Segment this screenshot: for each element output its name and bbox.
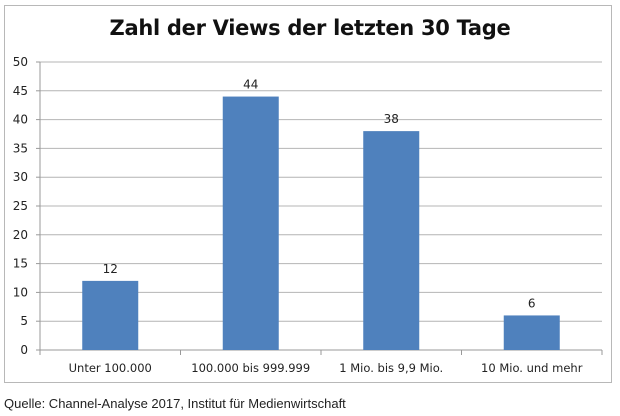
y-tick-label: 5 (20, 314, 28, 328)
bar-value-label: 6 (528, 296, 536, 310)
y-axis: 0 5 10 15 20 25 30 35 40 45 50 (13, 55, 41, 357)
bar (222, 96, 279, 350)
x-axis: Unter 100.000 100.000 bis 999.999 1 Mio. b… (39, 349, 603, 375)
bar-value-label: 38 (384, 112, 399, 126)
y-tick-label: 10 (13, 285, 28, 299)
bar-value-label: 44 (243, 78, 258, 92)
y-tick-label: 35 (13, 141, 28, 155)
gridlines (40, 61, 602, 322)
bar (82, 280, 139, 350)
bar (503, 315, 560, 350)
x-category-label: 1 Mio. bis 9,9 Mio. (339, 361, 443, 375)
x-category-label: Unter 100.000 (69, 361, 152, 375)
source-caption: Quelle: Channel-Analyse 2017, Institut f… (4, 396, 346, 411)
y-tick-label: 50 (13, 55, 28, 69)
y-tick-label: 0 (20, 343, 28, 357)
bar (363, 131, 420, 350)
x-category-label: 100.000 bis 999.999 (191, 361, 310, 375)
y-tick-label: 15 (13, 257, 28, 271)
y-tick-label: 40 (13, 113, 28, 127)
chart-title: Zahl der Views der letzten 30 Tage (109, 16, 511, 40)
bar-value-label: 12 (103, 262, 118, 276)
y-tick-label: 30 (13, 170, 28, 184)
y-tick-label: 45 (13, 84, 28, 98)
y-tick-label: 25 (13, 199, 28, 213)
bars: 12 44 38 6 (82, 78, 560, 350)
y-tick-label: 20 (13, 228, 28, 242)
x-category-label: 10 Mio. und mehr (481, 361, 583, 375)
